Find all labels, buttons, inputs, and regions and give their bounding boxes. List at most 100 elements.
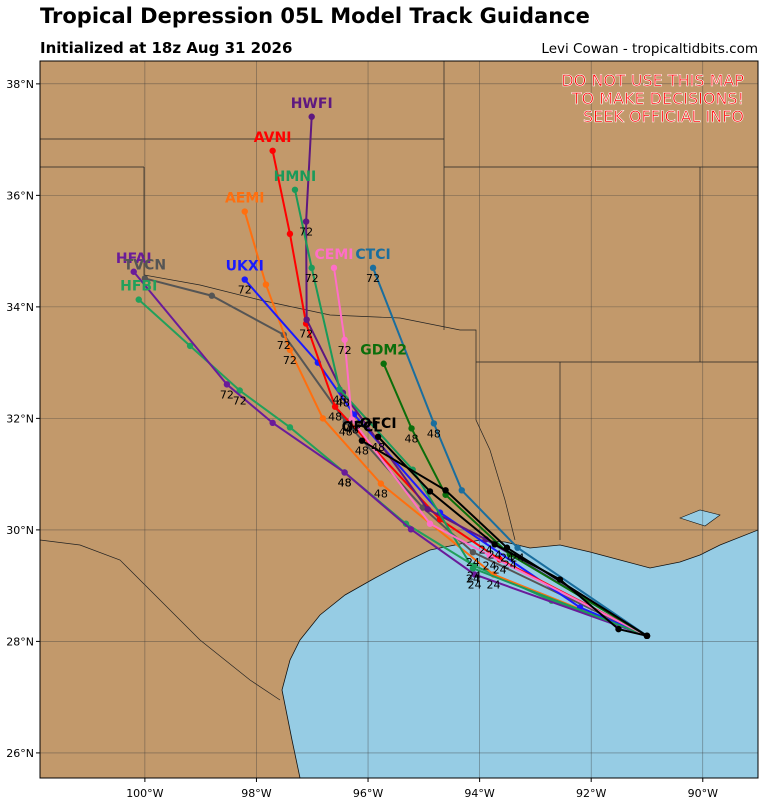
model-label: HFAI	[116, 251, 152, 267]
model-label: HMNI	[274, 169, 317, 185]
hour-label: 24	[467, 570, 481, 583]
track-line	[377, 436, 648, 637]
hour-label: 48	[355, 445, 369, 458]
model-label: OFCL	[342, 420, 383, 436]
track-point	[407, 526, 415, 533]
track-point	[643, 632, 651, 640]
hour-label: 72	[299, 328, 313, 341]
track-point	[503, 544, 511, 551]
model-label: OFCI	[360, 416, 397, 432]
track-point	[286, 424, 294, 431]
hour-label: 24	[511, 552, 525, 565]
warning: SEEK OFFICIAL INFO	[583, 107, 744, 126]
track-point	[469, 565, 477, 572]
track-point	[426, 488, 434, 495]
hour-label: 48	[427, 427, 441, 440]
track-point	[308, 264, 315, 272]
hour-label: 24	[487, 578, 501, 591]
model-label: AEMI	[225, 191, 265, 207]
track-point	[269, 419, 276, 427]
track-point	[426, 520, 434, 527]
hour-label: 48	[405, 432, 419, 445]
model-label: GDM2	[360, 343, 407, 359]
hour-label: 24	[466, 556, 480, 569]
hour-label: 24	[500, 552, 514, 565]
track-point	[286, 230, 294, 238]
model-label: AVNI	[254, 130, 292, 146]
track-point	[336, 386, 343, 393]
track-point	[374, 433, 382, 440]
hour-label: 48	[371, 441, 385, 454]
hour-label: 48	[333, 393, 347, 406]
track-point	[331, 403, 339, 410]
x-tick-label: 100°W	[126, 787, 163, 800]
chart-title: Tropical Depression 05L Model Track Guid…	[40, 4, 590, 28]
y-tick-label: 36°N	[6, 189, 34, 202]
hour-label: 48	[345, 424, 359, 437]
plot-frame	[39, 60, 759, 779]
track-point	[358, 437, 366, 444]
track-point	[615, 625, 622, 633]
track-point	[341, 336, 348, 343]
track-point	[491, 541, 498, 548]
track-point	[348, 416, 356, 423]
track-point	[236, 387, 243, 394]
track-point	[380, 360, 387, 367]
track-line	[333, 267, 648, 637]
hour-label: 48	[338, 476, 352, 489]
track-line	[243, 278, 648, 637]
hour-label: 72	[283, 354, 297, 367]
track-point	[291, 186, 299, 193]
x-tick-label: 94°W	[464, 787, 494, 800]
hour-label: 72	[366, 272, 380, 285]
hour-label: 48	[339, 426, 353, 439]
y-tick-label: 26°N	[6, 747, 34, 760]
hour-label: 48	[338, 476, 352, 489]
track-point	[458, 487, 465, 494]
hour-label: 48	[347, 418, 361, 431]
track-point	[208, 292, 216, 299]
hour-label: 72	[238, 284, 252, 297]
track-point	[442, 487, 449, 494]
hour-label: 24	[493, 563, 507, 576]
model-label: CTCI	[355, 247, 390, 263]
hour-label: 72	[305, 272, 319, 285]
hour-label: 24	[483, 560, 497, 573]
track-point	[330, 264, 338, 272]
hour-label: 48	[328, 411, 342, 424]
warning: DO NOT USE THIS MAP	[561, 71, 744, 90]
track-point	[319, 415, 327, 422]
track-point	[424, 506, 431, 513]
model-label: TVCN	[124, 257, 166, 273]
map-base	[40, 61, 758, 778]
x-tick-label: 98°W	[241, 787, 271, 800]
hour-label: 72	[220, 388, 234, 401]
track-point	[186, 342, 194, 350]
track-point	[269, 147, 276, 154]
track-point	[514, 544, 521, 551]
hour-label: 24	[503, 558, 517, 571]
x-tick-label: 92°W	[576, 787, 606, 800]
track-line	[361, 439, 648, 637]
hour-label: 72	[338, 344, 352, 357]
hour-label: 48	[374, 488, 388, 501]
track-point	[377, 480, 385, 487]
hour-label: 72	[299, 226, 313, 239]
track-point	[223, 381, 231, 388]
track-point	[308, 113, 315, 120]
model-label: HWFI	[291, 96, 333, 112]
y-tick-label: 34°N	[6, 301, 34, 314]
hour-label: 24	[488, 548, 502, 561]
track-point	[262, 281, 270, 288]
y-tick-label: 28°N	[6, 635, 34, 648]
track-point	[469, 548, 477, 556]
hour-label: 24	[466, 572, 480, 585]
model-label: UKXI	[226, 259, 264, 275]
track-point	[141, 275, 149, 282]
subtitle: Initialized at 18z Aug 31 2026	[40, 39, 292, 57]
model-label: HFBI	[120, 279, 157, 295]
track-point	[369, 264, 377, 272]
track-point	[286, 346, 294, 354]
track-point	[408, 425, 415, 432]
